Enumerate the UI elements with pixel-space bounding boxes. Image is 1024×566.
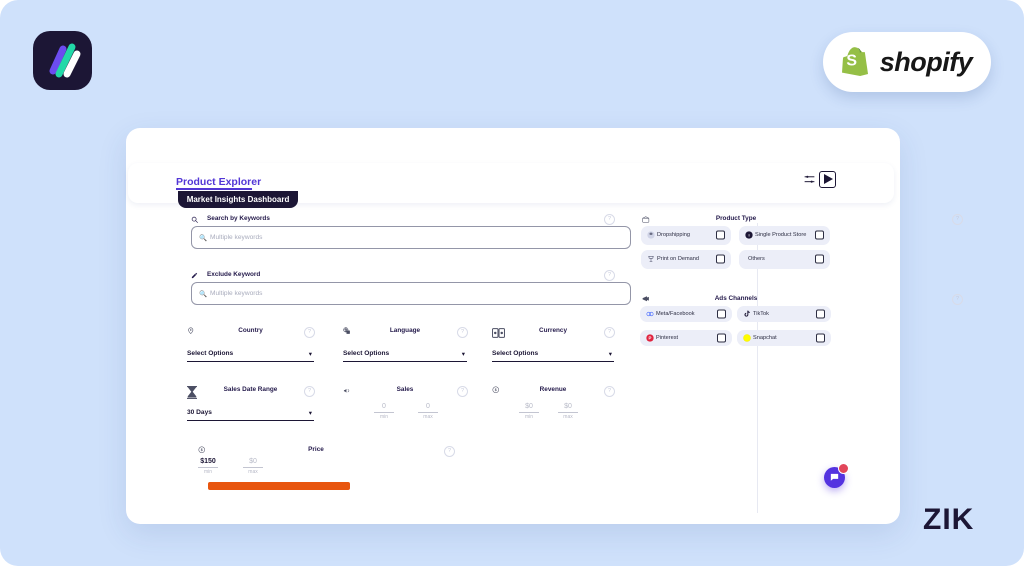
svg-text:i: i <box>748 233 749 238</box>
svg-text:P: P <box>649 336 652 341</box>
svg-text:S: S <box>846 53 857 70</box>
